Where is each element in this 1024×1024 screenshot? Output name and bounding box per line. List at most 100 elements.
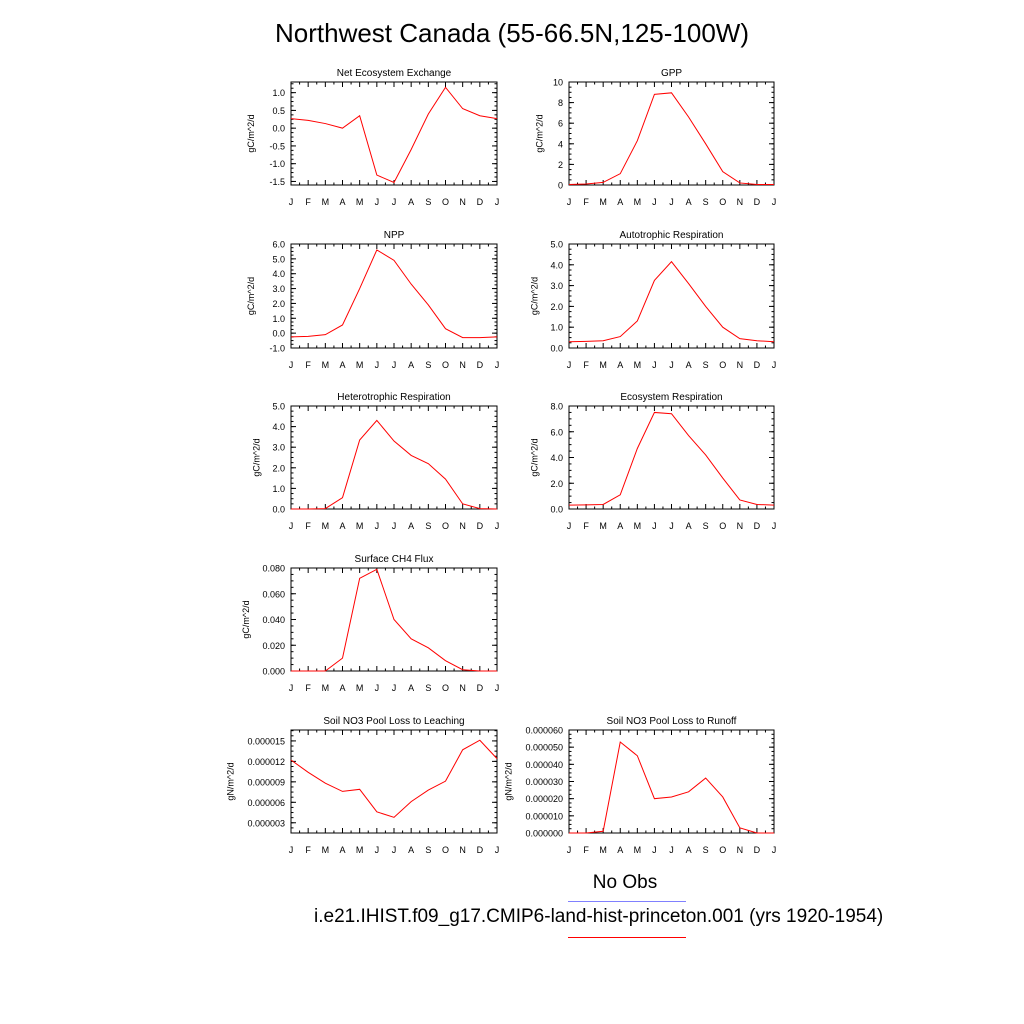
- y-tick-label: 4.0: [272, 422, 285, 432]
- y-tick-label: 0.0: [272, 329, 285, 339]
- x-tick-label: A: [339, 521, 345, 531]
- x-tick-label: J: [495, 197, 500, 207]
- x-tick-label: F: [583, 521, 589, 531]
- chart-title: Soil NO3 Pool Loss to Runoff: [607, 716, 737, 727]
- series-line: [568, 411, 775, 506]
- y-axis-label: gC/m^2/d: [246, 114, 256, 152]
- y-tick-label: 3.0: [272, 284, 285, 294]
- x-tick-label: J: [652, 360, 657, 370]
- x-tick-label: A: [408, 197, 414, 207]
- x-tick-label: O: [442, 683, 449, 693]
- x-tick-label: D: [754, 845, 761, 855]
- y-tick-label: 0.000000: [525, 829, 563, 839]
- plot-frame: [290, 81, 498, 186]
- y-tick-label: 4.0: [272, 269, 285, 279]
- x-tick-label: M: [356, 360, 364, 370]
- x-tick-label: J: [567, 521, 572, 531]
- x-tick-label: S: [703, 521, 709, 531]
- y-tick-label: 0: [558, 181, 563, 191]
- x-tick-label: J: [289, 521, 294, 531]
- x-tick-label: S: [425, 360, 431, 370]
- x-tick-label: D: [754, 197, 761, 207]
- x-tick-label: O: [442, 197, 449, 207]
- y-tick-label: 0.000010: [525, 811, 563, 821]
- y-tick-label: 0.000009: [247, 777, 285, 787]
- x-tick-label: J: [495, 845, 500, 855]
- y-tick-label: 1.0: [272, 484, 285, 494]
- y-tick-label: 6.0: [550, 427, 563, 437]
- x-tick-label: J: [567, 360, 572, 370]
- y-tick-label: 0.000012: [247, 757, 285, 767]
- y-tick-label: 5.0: [272, 402, 285, 412]
- x-tick-label: N: [737, 197, 744, 207]
- x-tick-label: M: [634, 845, 642, 855]
- x-tick-label: S: [703, 360, 709, 370]
- y-tick-label: 0.040: [262, 615, 285, 625]
- x-tick-label: S: [703, 845, 709, 855]
- plot-frame: [568, 81, 775, 186]
- x-tick-label: J: [375, 521, 380, 531]
- x-tick-label: J: [669, 360, 674, 370]
- y-axis-label: gC/m^2/d: [241, 600, 251, 638]
- chart-title: GPP: [661, 68, 682, 79]
- x-tick-label: N: [459, 360, 466, 370]
- x-tick-label: A: [686, 521, 692, 531]
- y-tick-label: 0.060: [262, 589, 285, 599]
- plot-frame: [290, 243, 498, 349]
- y-axis-label: gC/m^2/d: [529, 277, 539, 315]
- x-tick-label: M: [634, 360, 642, 370]
- x-tick-label: F: [305, 845, 311, 855]
- chart-title: Surface CH4 Flux: [355, 554, 434, 565]
- y-tick-label: 0.000: [262, 667, 285, 677]
- x-tick-label: J: [392, 683, 397, 693]
- y-tick-label: 6.0: [272, 240, 285, 250]
- y-tick-label: 6: [558, 119, 563, 129]
- x-tick-label: D: [477, 521, 484, 531]
- legend-case-label: i.e21.IHIST.f09_g17.CMIP6-land-hist-prin…: [314, 906, 884, 927]
- y-tick-label: 0.000006: [247, 798, 285, 808]
- series-line: [290, 86, 498, 184]
- series-line: [568, 260, 775, 343]
- x-tick-label: J: [289, 845, 294, 855]
- x-tick-label: D: [754, 521, 761, 531]
- y-tick-label: 1.0: [272, 88, 285, 98]
- plot-frame: [568, 405, 775, 510]
- y-tick-label: 0.0: [272, 124, 285, 134]
- x-tick-label: M: [322, 197, 330, 207]
- x-tick-label: J: [289, 197, 294, 207]
- y-tick-label: -1.0: [269, 159, 285, 169]
- y-tick-label: 4: [558, 139, 563, 149]
- y-tick-label: -0.5: [269, 141, 285, 151]
- x-tick-label: M: [634, 197, 642, 207]
- y-tick-label: 0.5: [272, 106, 285, 116]
- y-axis-label: gC/m^2/d: [529, 438, 539, 476]
- chart-title: Soil NO3 Pool Loss to Leaching: [323, 716, 464, 727]
- x-tick-label: J: [375, 197, 380, 207]
- x-tick-label: N: [459, 521, 466, 531]
- x-tick-label: J: [772, 360, 777, 370]
- x-tick-label: M: [599, 845, 607, 855]
- x-tick-label: J: [669, 521, 674, 531]
- x-tick-label: A: [686, 845, 692, 855]
- x-tick-label: J: [375, 683, 380, 693]
- y-tick-label: 0.000015: [247, 736, 285, 746]
- y-tick-label: 2.0: [550, 302, 563, 312]
- x-tick-label: M: [322, 360, 330, 370]
- y-axis-label: gC/m^2/d: [246, 277, 256, 315]
- x-tick-label: J: [652, 197, 657, 207]
- y-axis-label: gC/m^2/d: [251, 438, 261, 476]
- y-tick-label: 0.000040: [525, 760, 563, 770]
- x-tick-label: A: [617, 521, 623, 531]
- series-line: [569, 741, 774, 834]
- x-tick-label: J: [375, 360, 380, 370]
- plot-frame: [568, 243, 775, 349]
- y-tick-label: 0.020: [262, 641, 285, 651]
- x-tick-label: S: [703, 197, 709, 207]
- x-tick-label: M: [322, 683, 330, 693]
- y-tick-label: 2.0: [550, 479, 563, 489]
